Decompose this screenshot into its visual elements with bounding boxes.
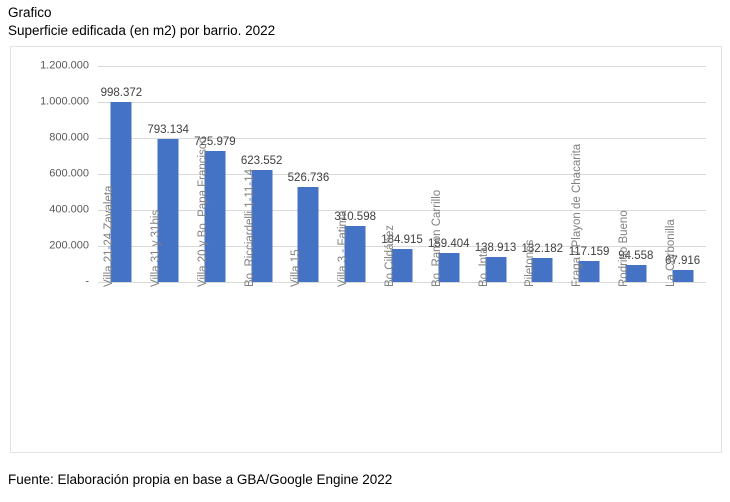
bar[interactable] — [531, 258, 553, 282]
x-axis-category-slot: Villa 21-24 Zavaleta — [98, 186, 145, 447]
bar-group: 526.736 — [285, 66, 332, 282]
x-axis-category-label: Bo. Ricciardelli 1-11-14 — [243, 168, 256, 287]
bar-group: 159.404 — [425, 66, 472, 282]
gridline — [98, 66, 706, 67]
bar[interactable] — [110, 102, 132, 282]
x-axis-category-slot: Bo. Inta — [472, 247, 519, 447]
x-axis-category-slot: Villa 31 y 31bis — [145, 210, 192, 447]
y-axis-tick-label: 1.000.000 — [40, 95, 89, 108]
bar-value-label: 725.979 — [194, 136, 236, 149]
heading-line-1: Grafico — [8, 5, 52, 20]
gridline — [98, 174, 706, 175]
chart-heading: Grafico Superficie edificada (en m2) por… — [8, 4, 608, 40]
bar-value-label: 184.915 — [381, 233, 423, 246]
gridline — [98, 138, 706, 139]
heading-line-2: Superficie edificada (en m2) por barrio.… — [8, 23, 276, 38]
bar-value-label: 117.159 — [568, 245, 610, 258]
bar-value-label: 310.598 — [334, 211, 377, 224]
bar-group: 67.916 — [659, 66, 706, 282]
gridline — [98, 102, 706, 103]
bar[interactable] — [157, 139, 179, 282]
x-axis-category-label: Bo.Cildáñez — [383, 224, 396, 287]
bar-group: 793.134 — [145, 66, 192, 282]
bar-group: 94.558 — [612, 66, 659, 282]
x-axis-category-label: Villa 21-24 Zavaleta — [103, 185, 116, 287]
x-axis-category-slot: Rodrigo Bueno — [612, 210, 659, 447]
y-axis-tick-label: 400.000 — [49, 203, 89, 216]
x-axis-category-label: Villa 3 - Fatima — [336, 210, 349, 287]
bar-value-label: 132.182 — [521, 243, 564, 256]
bar[interactable] — [485, 257, 507, 282]
gridline — [98, 210, 706, 211]
x-axis-category-label: Fraga / Playon de Chacarita — [570, 143, 583, 287]
x-axis-category-slot: Bo.Cildáñez — [379, 225, 426, 447]
bar[interactable] — [204, 151, 226, 282]
bar-group: 310.598 — [332, 66, 379, 282]
x-axis-category-label: Bo. Ramon Carrillo — [430, 189, 443, 287]
y-axis-tick-label: - — [85, 275, 89, 288]
y-axis-tick-labels: 1.200.000 1.000.000 800.000 600.000 400.000 2… — [11, 60, 89, 287]
x-axis-category-label: Bo. Inta — [477, 247, 490, 287]
plot-area: 998.372 793.134 725.979 623.552 526.736 310.5… — [98, 66, 706, 283]
x-axis-category-labels: Villa 21-24 Zavaleta Villa 31 y 31bis Vill… — [98, 137, 706, 447]
chart-frame: 1.200.000 1.000.000 800.000 600.000 400.000 2… — [10, 46, 722, 453]
x-axis-category-label: Villa 15 — [290, 249, 303, 287]
y-axis-tick-label: 200.000 — [49, 239, 89, 252]
y-axis-tick-label: 1.200.000 — [40, 59, 89, 72]
x-axis-category-slot: Bo. Ricciardelli 1-11-14 — [238, 169, 285, 447]
x-axis-category-slot: Piletones — [519, 240, 566, 447]
bar[interactable] — [344, 226, 366, 282]
bar-group: 184.915 — [379, 66, 426, 282]
bar-value-label: 623.552 — [240, 154, 283, 167]
y-axis-tick-label: 800.000 — [49, 131, 89, 144]
bar-group: 138.913 — [472, 66, 519, 282]
x-axis-category-slot: Fraga / Playon de Chacarita — [566, 144, 613, 447]
x-axis-category-slot: La Carbonilla — [659, 219, 706, 447]
bar-group: 117.159 — [566, 66, 613, 282]
y-axis-tick-label: 600.000 — [49, 167, 89, 180]
x-axis-category-slot: Villa 3 - Fatima — [332, 211, 379, 447]
x-axis-category-label: Villa 20 y Bo. Papa Francisco — [196, 136, 209, 287]
bar[interactable] — [578, 260, 600, 282]
bar-value-label: 67.916 — [665, 254, 701, 267]
bar-value-label: 94.558 — [618, 249, 654, 262]
x-axis-category-label: La Carbonilla — [664, 219, 677, 287]
x-axis-category-slot: Bo. Ramon Carrillo — [425, 190, 472, 447]
bar[interactable] — [672, 269, 694, 282]
x-axis-category-label: Rodrigo Bueno — [617, 210, 630, 287]
bar[interactable] — [391, 248, 413, 282]
gridline — [98, 246, 706, 247]
x-axis-category-slot: Villa 15 — [285, 249, 332, 447]
bar-value-label: 138.913 — [474, 242, 517, 254]
bar-value-label: 998.372 — [100, 87, 143, 100]
bar-group: 623.552 — [238, 66, 285, 282]
x-axis-line — [98, 282, 706, 283]
bar-value-label: 159.404 — [427, 238, 470, 251]
bar-group: 132.182 — [519, 66, 566, 282]
x-axis-category-label: Piletones — [524, 239, 537, 287]
bar[interactable] — [438, 253, 460, 282]
x-axis-category-slot: Villa 20 y Bo. Papa Francisco — [192, 137, 239, 447]
bar[interactable] — [625, 264, 647, 282]
source-footnote: Fuente: Elaboración propia en base a GBA… — [8, 472, 393, 487]
bar[interactable] — [297, 187, 319, 282]
bar[interactable] — [251, 169, 273, 282]
x-axis-category-label: Villa 31 y 31bis — [149, 209, 162, 287]
bar-value-label: 793.134 — [147, 124, 189, 137]
bar-group: 725.979 — [192, 66, 239, 282]
bar-value-label: 526.736 — [287, 172, 330, 185]
bar-group: 998.372 — [98, 66, 145, 282]
